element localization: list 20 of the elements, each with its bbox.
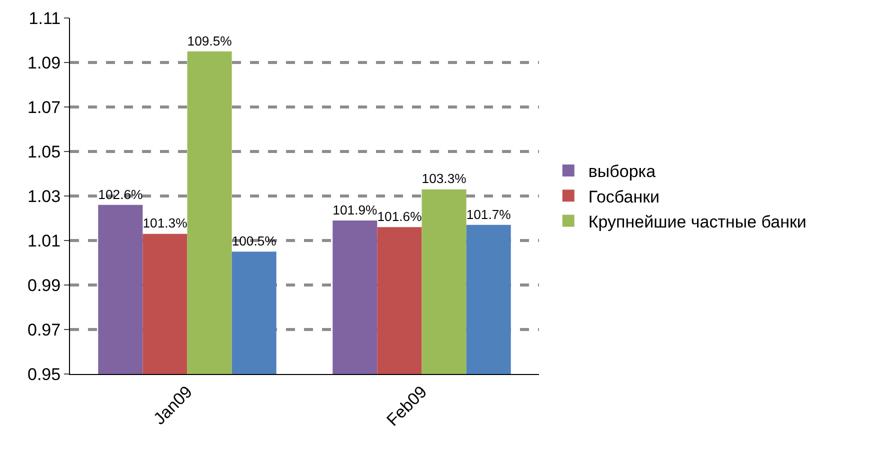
- legend-label: выборка: [588, 162, 656, 182]
- y-tick-label: 1.09: [28, 53, 61, 72]
- y-tick-label: 0.97: [28, 320, 61, 340]
- y-tick-label: 1.05: [28, 142, 61, 162]
- data-label: 102.6%: [98, 186, 143, 202]
- data-label: 101.6%: [377, 209, 422, 224]
- legend-label: Госбанки: [588, 187, 660, 206]
- data-label: 101.7%: [466, 206, 512, 222]
- data-label: 100.5%: [232, 234, 277, 249]
- y-tick-label: 1.11: [28, 8, 61, 28]
- y-tick-label: 1.03: [28, 186, 61, 206]
- legend-label: Крупнейшие частные банки: [588, 212, 806, 232]
- data-label: 109.5%: [187, 33, 232, 48]
- y-tick-label: 0.95: [28, 364, 61, 384]
- data-label: 101.9%: [332, 202, 378, 218]
- y-tick-label: 1.01: [28, 231, 61, 250]
- y-tick-label: 0.99: [28, 276, 61, 295]
- data-label: 103.3%: [422, 171, 467, 186]
- y-tick-label: 1.07: [28, 98, 61, 117]
- data-label: 101.3%: [142, 216, 188, 231]
